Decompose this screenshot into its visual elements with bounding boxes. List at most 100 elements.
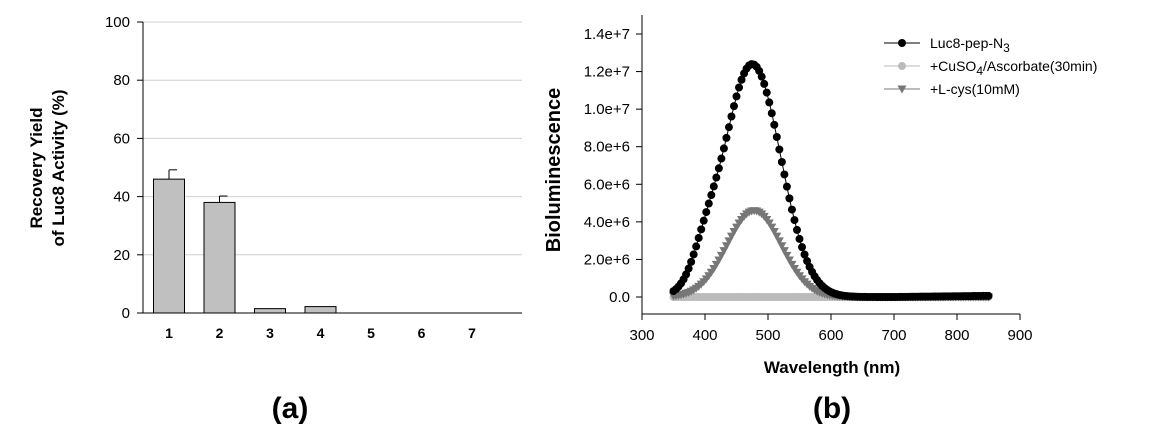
series-1-point-47	[787, 205, 796, 214]
series-1-point-25	[732, 92, 741, 101]
legend-item-1: Luc8-pep-N3	[884, 35, 1010, 55]
series-1-point-44	[780, 170, 789, 179]
series-1-point-52	[800, 250, 809, 259]
chart-b: 0.0 2.0e+6 4.0e+6 6.0e+6 8.0e+6 1.0e+7 1.2e+7 1…	[543, 15, 1097, 425]
y-tick-label-6.0e+6: 6.0e+6	[584, 176, 630, 193]
series-1-point-125	[984, 291, 993, 300]
legend-label-3: +L-cys(10mM)	[930, 81, 1020, 97]
chart-a-gridlines	[143, 21, 522, 256]
chart-a-panel-label: (a)	[272, 392, 309, 425]
x-tick-label-2: 2	[216, 325, 224, 341]
chart-a-axes	[137, 21, 522, 314]
chart-a-ylabel-line1: Recovery Yield	[27, 108, 46, 229]
series-1-point-41	[772, 132, 781, 141]
y-tick-label-0: 0	[122, 305, 130, 322]
y-tick-label-1.2e+7: 1.2e+7	[584, 64, 630, 81]
chart-b-xlabel: Wavelength (nm)	[764, 358, 900, 377]
y-tick-label-8.0e+6: 8.0e+6	[584, 139, 630, 156]
legend-marker-1	[898, 39, 906, 47]
series-1-point-15	[707, 191, 716, 200]
series-1-point-7	[687, 257, 696, 266]
y-tick-label-2.0e+6: 2.0e+6	[584, 251, 630, 268]
series-1-point-9	[692, 242, 701, 251]
chart-a-bars	[153, 169, 337, 314]
series-1-point-49	[792, 225, 801, 234]
x-tick-label-900: 900	[1007, 327, 1032, 344]
chart-a: 0 20 40 60 80 100 1 2 3 4 5 6 7 Recovery Yield of L…	[27, 14, 522, 425]
y-tick-label-40: 40	[113, 189, 130, 206]
series-1-point-23	[727, 112, 736, 121]
x-tick-label-700: 700	[881, 327, 906, 344]
x-tick-label-4: 4	[317, 325, 325, 341]
y-tick-label-80: 80	[113, 72, 130, 89]
series-1-point-40	[770, 120, 779, 129]
chart-b-ylabel: Bioluminescence	[543, 88, 565, 253]
x-tick-label-300: 300	[629, 327, 654, 344]
chart-b-y-ticks: 0.0 2.0e+6 4.0e+6 6.0e+6 8.0e+6 1.0e+7 1.2e+7 1…	[584, 26, 630, 306]
legend-marker-3	[897, 85, 907, 94]
series-3-point-44	[779, 247, 789, 256]
bar-4	[304, 306, 337, 314]
series-1-point-51	[798, 243, 807, 252]
series-3-point-46	[784, 256, 794, 265]
chart-b-legend: Luc8-pep-N3 +CuSO4/Ascorbate(30min) +L-cys…	[884, 35, 1097, 97]
x-tick-label-6: 6	[418, 325, 426, 341]
x-tick-label-1: 1	[165, 325, 173, 341]
series-3-point-42	[774, 237, 784, 246]
y-tick-label-0.0: 0.0	[609, 289, 630, 306]
chart-b-series	[669, 60, 993, 302]
legend-suffix-2: /Ascorbate(30min)	[983, 58, 1097, 74]
y-tick-label-20: 20	[113, 247, 130, 264]
series-1-point-36	[760, 79, 769, 88]
series-3-point-38	[764, 219, 774, 228]
series-1-point-14	[704, 199, 713, 208]
legend-marker-2	[898, 62, 906, 70]
series-3-point-47	[787, 260, 797, 269]
y-tick-label-4.0e+6: 4.0e+6	[584, 214, 630, 231]
legend-subscript-2: 4	[976, 64, 983, 78]
x-tick-label-7: 7	[468, 325, 476, 341]
series-1-point-12	[699, 216, 708, 225]
legend-label-1: Luc8-pep-N3	[930, 35, 1010, 55]
series-1	[669, 60, 993, 301]
y-tick-label-1.4e+7: 1.4e+7	[584, 26, 630, 43]
legend-label-2: +CuSO4/Ascorbate(30min)	[930, 58, 1097, 78]
series-3-point-39	[767, 223, 777, 232]
series-1-point-45	[782, 182, 791, 191]
series-3-point-40	[769, 227, 779, 236]
chart-a-y-ticks: 0 20 40 60 80 100	[105, 14, 130, 322]
bar-1	[153, 178, 185, 314]
series-1-point-35	[757, 72, 766, 81]
series-3	[669, 207, 993, 302]
y-tick-label-1.0e+7: 1.0e+7	[584, 101, 630, 118]
y-tick-label-100: 100	[105, 14, 130, 31]
x-tick-label-5: 5	[367, 325, 375, 341]
series-1-line	[673, 63, 989, 298]
chart-a-ylabel-line2: of Luc8 Activity (%)	[49, 89, 68, 246]
series-1-point-42	[775, 145, 784, 154]
series-1-point-18	[714, 164, 723, 173]
series-1-point-17	[712, 173, 721, 182]
series-1-point-10	[694, 233, 703, 242]
series-1-point-8	[689, 250, 698, 259]
y-tick-label-60: 60	[113, 130, 130, 147]
series-1-point-22	[724, 123, 733, 132]
legend-item-3: +L-cys(10mM)	[884, 81, 1020, 97]
x-tick-label-400: 400	[692, 327, 717, 344]
series-1-point-16	[709, 182, 718, 191]
series-1-point-26	[735, 83, 744, 92]
series-1-point-24	[729, 102, 738, 111]
series-1-point-48	[790, 216, 799, 225]
chart-b-axes	[636, 15, 1021, 320]
series-1-point-19	[717, 154, 726, 163]
series-1-point-20	[719, 144, 728, 153]
series-1-point-50	[795, 234, 804, 243]
series-1-point-6	[684, 264, 693, 273]
series-3-point-45	[782, 251, 792, 260]
series-1-point-37	[762, 88, 771, 97]
series-1-point-38	[765, 98, 774, 107]
series-1-point-27	[737, 75, 746, 84]
x-tick-label-600: 600	[818, 327, 843, 344]
series-1-point-21	[722, 133, 731, 142]
